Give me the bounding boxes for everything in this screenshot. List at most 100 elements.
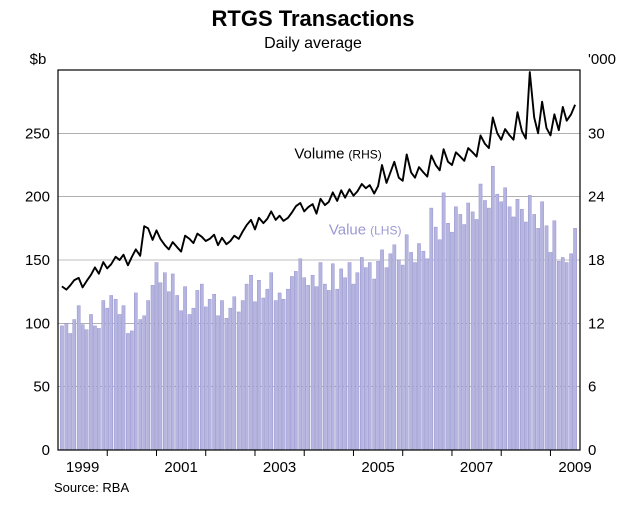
value-bar	[213, 294, 216, 450]
value-bar	[126, 333, 129, 450]
value-bar	[253, 302, 256, 450]
value-bar	[508, 207, 511, 450]
value-bar	[348, 263, 351, 450]
value-bar	[430, 208, 433, 450]
value-bar	[393, 245, 396, 450]
x-tick-label: 2001	[164, 459, 197, 476]
left-tick-label: 0	[42, 442, 50, 459]
value-bar	[373, 279, 376, 450]
value-bar	[368, 263, 371, 450]
value-bar	[290, 276, 293, 450]
value-bar	[143, 316, 146, 450]
value-bar	[69, 333, 72, 450]
value-bar	[270, 273, 273, 450]
value-bar	[85, 330, 88, 450]
value-bar	[459, 214, 462, 450]
value-bar	[479, 184, 482, 450]
right-tick-label: 6	[588, 379, 596, 396]
x-tick-label: 2009	[558, 459, 591, 476]
value-bar	[475, 219, 478, 450]
value-bar	[151, 285, 154, 450]
value-bar	[311, 275, 314, 450]
value-bar	[229, 308, 232, 450]
value-bar	[340, 269, 343, 450]
left-tick-label: 150	[25, 252, 50, 269]
value-bar	[504, 188, 507, 450]
value-bar	[163, 273, 166, 450]
value-bar	[196, 290, 199, 450]
value-bar	[97, 328, 100, 450]
value-bar	[409, 252, 412, 450]
value-bar	[422, 251, 425, 450]
value-bar	[426, 259, 429, 450]
value-annotation: Value(LHS)	[329, 222, 402, 239]
value-bar	[549, 252, 552, 450]
x-tick-label: 2005	[361, 459, 394, 476]
value-bar	[245, 284, 248, 450]
value-bar	[241, 301, 244, 450]
value-bar	[380, 250, 383, 450]
value-bar	[323, 284, 326, 450]
value-bar	[533, 214, 536, 450]
value-bar	[376, 261, 379, 450]
right-axis-label: '000	[588, 51, 616, 68]
value-bar	[122, 306, 125, 450]
value-bar	[512, 217, 515, 450]
value-bar	[65, 323, 68, 450]
value-bar	[496, 194, 499, 450]
value-bar	[118, 314, 121, 450]
left-tick-label: 50	[33, 379, 50, 396]
value-bar	[89, 314, 92, 450]
value-bar	[167, 292, 170, 450]
source-text: Source: RBA	[54, 480, 129, 495]
left-axis-label: $b	[30, 51, 47, 68]
left-tick-label: 100	[25, 315, 50, 332]
value-bar	[192, 308, 195, 450]
value-bar	[233, 297, 236, 450]
volume-annotation: Volume(RHS)	[294, 145, 381, 162]
rtgs-chart: RTGS TransactionsDaily average$b'0000050…	[0, 0, 626, 505]
left-tick-label: 200	[25, 189, 50, 206]
value-bar	[553, 221, 556, 450]
value-bar	[397, 260, 400, 450]
value-bar	[344, 278, 347, 450]
value-bar	[500, 202, 503, 450]
value-bar	[204, 307, 207, 450]
value-bar	[303, 278, 306, 450]
value-bar	[200, 284, 203, 450]
value-bar	[176, 295, 179, 450]
value-bar	[467, 203, 470, 450]
value-bar	[183, 287, 186, 450]
value-bar	[573, 228, 576, 450]
value-bar	[537, 228, 540, 450]
value-bar	[561, 257, 564, 450]
right-tick-label: 12	[588, 315, 605, 332]
value-bar	[155, 263, 158, 450]
value-bar	[413, 263, 416, 450]
value-bar	[208, 299, 211, 450]
x-tick-label: 2003	[263, 459, 296, 476]
x-tick-label: 2007	[460, 459, 493, 476]
value-bar	[442, 193, 445, 450]
right-tick-label: 24	[588, 189, 605, 206]
value-bar	[110, 295, 113, 450]
value-bar	[114, 299, 117, 450]
left-tick-label: 250	[25, 125, 50, 142]
value-bar	[483, 200, 486, 450]
value-bar	[356, 273, 359, 450]
value-bar	[171, 274, 174, 450]
value-bar	[565, 263, 568, 450]
value-bar	[93, 326, 96, 450]
value-bar	[225, 318, 228, 450]
value-bar	[159, 283, 162, 450]
value-bar	[360, 257, 363, 450]
value-bar	[180, 311, 183, 450]
value-bar	[327, 290, 330, 450]
value-bar	[299, 259, 302, 450]
value-bar	[331, 264, 334, 450]
value-bar	[471, 212, 474, 450]
value-bar	[352, 284, 355, 450]
value-bar	[446, 223, 449, 450]
value-bar	[147, 301, 150, 450]
value-bar	[315, 287, 318, 450]
